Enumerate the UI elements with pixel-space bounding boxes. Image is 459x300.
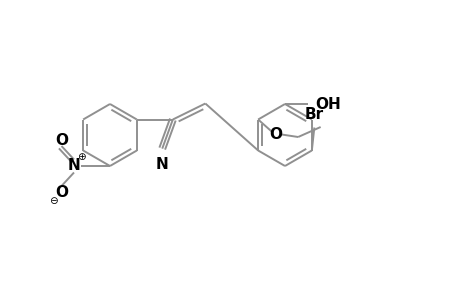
Text: O: O [269, 127, 281, 142]
Text: N: N [67, 158, 80, 173]
Text: OH: OH [314, 97, 340, 112]
Text: Br: Br [304, 106, 323, 122]
Text: ⊖: ⊖ [49, 196, 57, 206]
Text: O: O [55, 133, 68, 148]
Text: O: O [55, 184, 68, 200]
Text: ⊕: ⊕ [77, 152, 86, 161]
Text: N: N [156, 157, 168, 172]
